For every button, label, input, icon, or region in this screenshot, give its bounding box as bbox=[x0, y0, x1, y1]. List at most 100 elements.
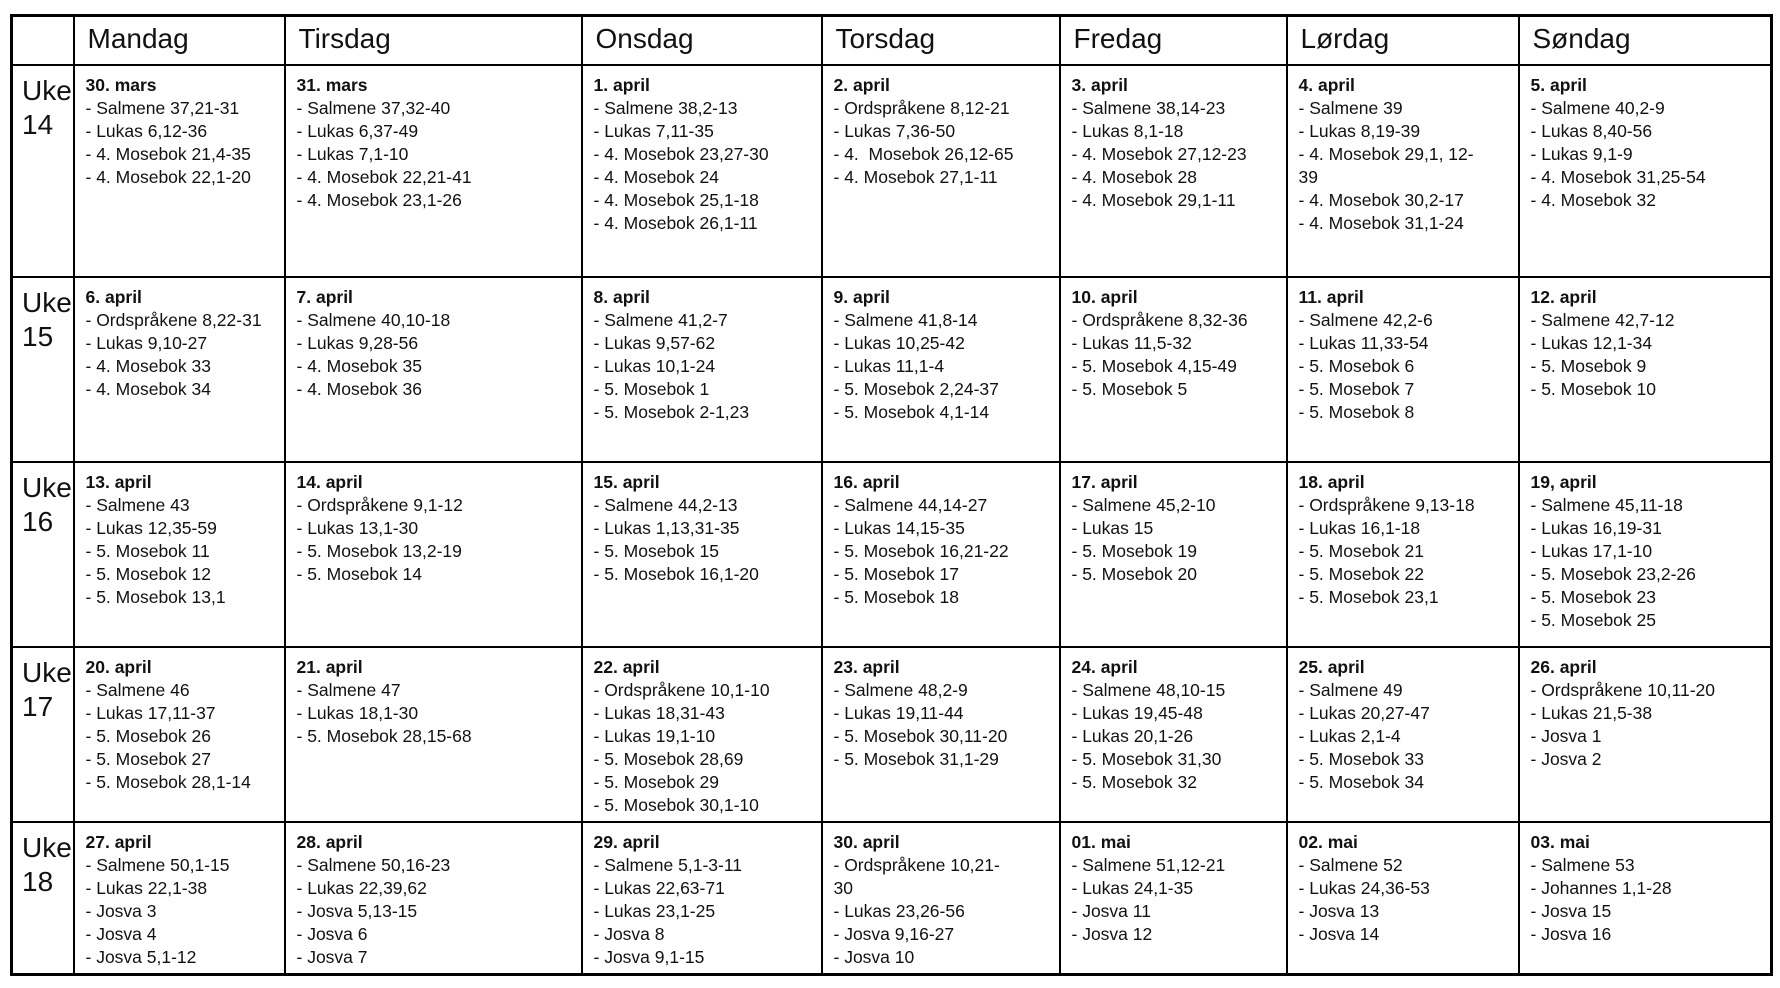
reading-line: - Ordspråkene 8,12-21 bbox=[833, 97, 1010, 118]
day-cell: 5. april - Salmene 40,2-9- Lukas 8,40-56-… bbox=[1517, 63, 1773, 278]
reading-line: - Salmene 47 bbox=[296, 679, 401, 700]
reading-line: - 4. Mosebok 30,2-17 bbox=[1298, 189, 1464, 210]
reading-line: - 4. Mosebok 32 bbox=[1530, 189, 1656, 210]
reading-line: - 4. Mosebok 27,12-23 bbox=[1071, 143, 1247, 164]
reading-line: - 5. Mosebok 31,30 bbox=[1071, 748, 1222, 769]
reading-line: - Lukas 13,1-30 bbox=[296, 517, 419, 538]
week-label-cell: Uke 18 bbox=[10, 820, 75, 976]
reading-line: - 5. Mosebok 4,1-14 bbox=[833, 401, 990, 422]
date-heading: 4. april bbox=[1298, 74, 1355, 95]
week-label-text: Uke bbox=[22, 471, 72, 503]
reading-line: - Lukas 24,1-35 bbox=[1071, 877, 1194, 898]
reading-line: - 4. Mosebok 24 bbox=[593, 166, 719, 187]
reading-line: - 5. Mosebok 30,1-10 bbox=[593, 794, 759, 815]
reading-line: - 5. Mosebok 30,11-20 bbox=[833, 725, 1008, 746]
day-cell: 12. april - Salmene 42,7-12- Lukas 12,1-3… bbox=[1517, 275, 1773, 463]
reading-line: - 5. Mosebok 21 bbox=[1298, 540, 1424, 561]
reading-line: - Lukas 21,5-38 bbox=[1530, 702, 1653, 723]
reading-line: - Salmene 44,14-27 bbox=[833, 494, 988, 515]
reading-line: - Josva 10 bbox=[833, 946, 915, 967]
date-heading: 19, april bbox=[1530, 471, 1597, 492]
day-cell: 18. april - Ordspråkene 9,13-18- Lukas 16… bbox=[1285, 460, 1520, 648]
reading-line: - Lukas 6,12-36 bbox=[85, 120, 208, 141]
reading-line: - 4. Mosebok 35 bbox=[296, 355, 422, 376]
day-cell: 8. april - Salmene 41,2-7- Lukas 9,57-62-… bbox=[580, 275, 823, 463]
day-cell: 03. mai - Salmene 53- Johannes 1,1-28- Jo… bbox=[1517, 820, 1773, 976]
reading-line: - Lukas 9,57-62 bbox=[593, 332, 716, 353]
reading-line: - Ordspråkene 10,11-20 bbox=[1530, 679, 1716, 700]
reading-line: - 5. Mosebok 22 bbox=[1298, 563, 1424, 584]
reading-line: - 5. Mosebok 13,1 bbox=[85, 586, 226, 607]
reading-line: - Salmene 42,2-6 bbox=[1298, 309, 1433, 330]
reading-line: - 5. Mosebok 10 bbox=[1530, 378, 1656, 399]
date-heading: 9. april bbox=[833, 286, 890, 307]
reading-line: - Ordspråkene 10,1-10 bbox=[593, 679, 770, 700]
day-cell: 7. april - Salmene 40,10-18- Lukas 9,28-5… bbox=[283, 275, 583, 463]
reading-line: - Lukas 19,45-48 bbox=[1071, 702, 1203, 723]
date-heading: 28. april bbox=[296, 831, 363, 852]
reading-line: - 5. Mosebok 23 bbox=[1530, 586, 1656, 607]
reading-line: - Salmene 5,1-3-11 bbox=[593, 854, 743, 875]
reading-line: - Lukas 19,11-44 bbox=[833, 702, 964, 723]
date-heading: 12. april bbox=[1530, 286, 1597, 307]
reading-line: - 5. Mosebok 2-1,23 bbox=[593, 401, 750, 422]
week-row: Uke 15 6. april - Ordspråkene 8,22-31- Luka… bbox=[10, 275, 1773, 463]
reading-line: - 5. Mosebok 13,2-19 bbox=[296, 540, 462, 561]
reading-line: - Lukas 16,19-31 bbox=[1530, 517, 1662, 538]
reading-line: - 5. Mosebok 28,69 bbox=[593, 748, 744, 769]
day-cell: 20. april - Salmene 46- Lukas 17,11-37- 5… bbox=[72, 645, 286, 823]
day-header-torsdag: Torsdag bbox=[820, 14, 1061, 66]
reading-line: - 5. Mosebok 31,1-29 bbox=[833, 748, 999, 769]
day-cell: 4. april - Salmene 39- Lukas 8,19-39- 4. … bbox=[1285, 63, 1520, 278]
reading-line: - 4. Mosebok 25,1-18 bbox=[593, 189, 759, 210]
reading-line: - 4. Mosebok 23,1-26 bbox=[296, 189, 462, 210]
week-row: Uke 18 27. april - Salmene 50,1-15- Lukas 2… bbox=[10, 820, 1773, 976]
reading-line: - 4. Mosebok 33 bbox=[85, 355, 211, 376]
reading-line: - Ordspråkene 8,32-36 bbox=[1071, 309, 1248, 330]
reading-line: - Lukas 22,63-71 bbox=[593, 877, 725, 898]
reading-line: - 5. Mosebok 2,24-37 bbox=[833, 378, 999, 399]
reading-line: - Josva 13 bbox=[1298, 900, 1380, 921]
reading-line: - Lukas 7,11-35 bbox=[593, 120, 714, 141]
day-cell: 23. april - Salmene 48,2-9- Lukas 19,11-4… bbox=[820, 645, 1061, 823]
date-heading: 29. april bbox=[593, 831, 660, 852]
date-heading: 8. april bbox=[593, 286, 650, 307]
reading-line: - Salmene 49 bbox=[1298, 679, 1403, 700]
reading-line: - 5. Mosebok 27 bbox=[85, 748, 211, 769]
reading-line: - Lukas 23,26-56 bbox=[833, 900, 965, 921]
week-row: Uke 16 13. april - Salmene 43- Lukas 12,35-… bbox=[10, 460, 1773, 648]
reading-line: - 4. Mosebok 31,1-24 bbox=[1298, 212, 1464, 233]
reading-line: - 4. Mosebok 36 bbox=[296, 378, 422, 399]
reading-line: - Salmene 40,10-18 bbox=[296, 309, 451, 330]
date-heading: 11. april bbox=[1298, 286, 1364, 307]
date-heading: 21. april bbox=[296, 656, 363, 677]
week-label-cell: Uke 16 bbox=[10, 460, 75, 648]
date-heading: 01. mai bbox=[1071, 831, 1131, 852]
week-row: Uke 17 20. april - Salmene 46- Lukas 17,11-… bbox=[10, 645, 1773, 823]
reading-line: - 5. Mosebok 6 bbox=[1298, 355, 1415, 376]
reading-line: - Salmene 46 bbox=[85, 679, 190, 700]
reading-line: - Ordspråkene 10,21- 30 bbox=[833, 854, 1000, 898]
day-cell: 28. april - Salmene 50,16-23- Lukas 22,39… bbox=[283, 820, 583, 976]
reading-line: - 5. Mosebok 7 bbox=[1298, 378, 1415, 399]
date-heading: 02. mai bbox=[1298, 831, 1358, 852]
day-cell: 9. april - Salmene 41,8-14- Lukas 10,25-4… bbox=[820, 275, 1061, 463]
reading-line: - Lukas 14,15-35 bbox=[833, 517, 965, 538]
reading-line: - 5. Mosebok 8 bbox=[1298, 401, 1415, 422]
reading-line: - 4. Mosebok 29,1, 12- 39 bbox=[1298, 143, 1474, 187]
reading-line: - Josva 1 bbox=[1530, 725, 1602, 746]
reading-line: - 4. Mosebok 22,1-20 bbox=[85, 166, 251, 187]
reading-line: - Lukas 6,37-49 bbox=[296, 120, 419, 141]
reading-line: - 5. Mosebok 9 bbox=[1530, 355, 1647, 376]
date-heading: 26. april bbox=[1530, 656, 1597, 677]
day-cell: 01. mai - Salmene 51,12-21- Lukas 24,1-35… bbox=[1058, 820, 1288, 976]
day-cell: 19, april - Salmene 45,11-18- Lukas 16,19… bbox=[1517, 460, 1773, 648]
reading-line: - Lukas 15 bbox=[1071, 517, 1154, 538]
reading-line: - Josva 12 bbox=[1071, 923, 1153, 944]
date-heading: 3. april bbox=[1071, 74, 1128, 95]
day-cell: 1. april - Salmene 38,2-13- Lukas 7,11-35… bbox=[580, 63, 823, 278]
date-heading: 22. april bbox=[593, 656, 660, 677]
reading-line: - Josva 15 bbox=[1530, 900, 1612, 921]
reading-line: - 5. Mosebok 26 bbox=[85, 725, 211, 746]
reading-line: - Lukas 9,28-56 bbox=[296, 332, 419, 353]
